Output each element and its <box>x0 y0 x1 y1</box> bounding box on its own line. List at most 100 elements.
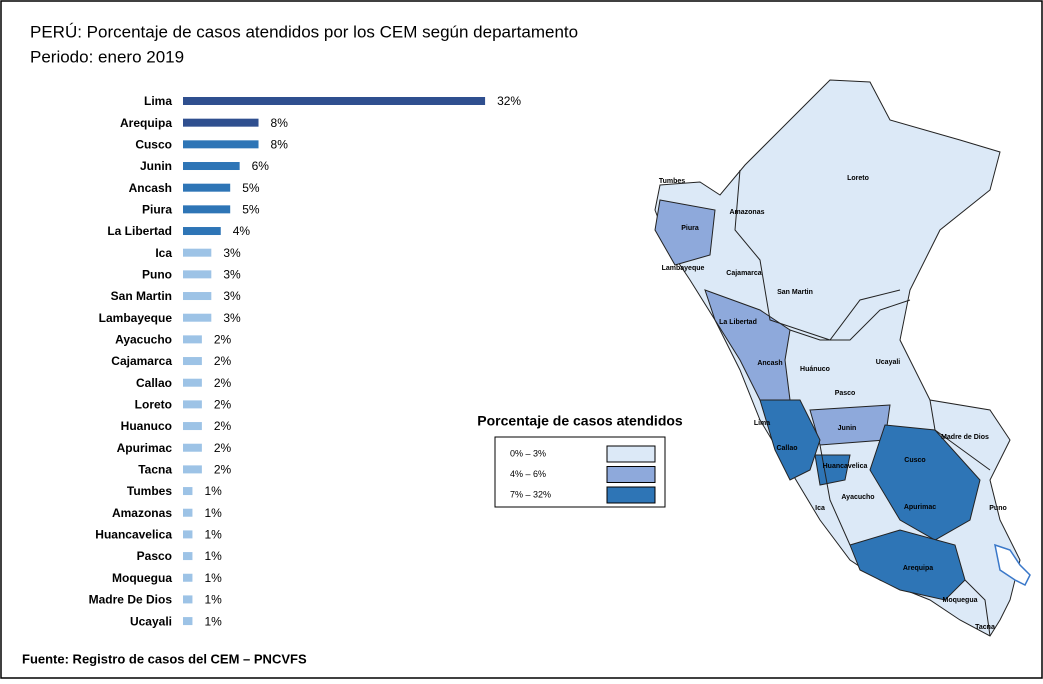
map-label: Ancash <box>757 360 782 367</box>
map-label: Piura <box>681 225 699 232</box>
value-label: 32% <box>497 94 521 108</box>
bar <box>183 617 193 626</box>
map-label: Madre de Dios <box>941 434 989 441</box>
map-label: Tacna <box>975 624 995 631</box>
value-label: 5% <box>242 181 260 195</box>
bar <box>183 378 202 387</box>
chart-title: PERÚ: Porcentaje de casos atendidos por … <box>30 22 578 41</box>
bar <box>183 313 212 322</box>
bar <box>183 552 193 561</box>
value-label: 2% <box>214 354 232 368</box>
legend-label: 0% – 3% <box>510 448 546 458</box>
map-label: Ayacucho <box>841 494 874 501</box>
lake <box>994 543 1031 587</box>
map-border <box>734 169 901 341</box>
map <box>654 79 1031 637</box>
value-label: 3% <box>223 311 241 325</box>
bar <box>183 530 193 539</box>
value-label: 8% <box>271 138 289 152</box>
map-label: Puno <box>989 505 1007 512</box>
legend-title: Porcentaje de casos atendidos <box>477 413 683 429</box>
map-region <box>759 399 821 481</box>
map-border <box>789 299 911 341</box>
category-label: La Libertad <box>107 224 172 238</box>
map-label: San Martin <box>777 289 813 296</box>
bar <box>183 595 193 604</box>
bar <box>183 270 212 279</box>
map-label: Pasco <box>835 390 856 397</box>
source: Fuente: Registro de casos del CEM – PNCV… <box>22 651 307 666</box>
category-label: Ancash <box>129 181 172 195</box>
map-border <box>964 579 991 637</box>
value-label: 3% <box>223 246 241 260</box>
category-label: Loreto <box>135 398 172 412</box>
value-label: 2% <box>214 441 232 455</box>
bar <box>183 205 231 214</box>
category-label: Huanuco <box>121 419 172 433</box>
bar <box>183 487 193 496</box>
map-label: Arequipa <box>903 565 933 572</box>
category-label: Piura <box>142 203 172 217</box>
map-label: Lima <box>754 420 770 427</box>
bar <box>183 465 202 474</box>
map-label: Lambayeque <box>662 265 705 272</box>
bar <box>183 118 259 127</box>
category-label: Lima <box>144 94 172 108</box>
category-label: Cusco <box>135 138 172 152</box>
category-label: Ucayali <box>130 614 172 628</box>
category-label: Tumbes <box>127 484 172 498</box>
category-label: Madre De Dios <box>89 593 173 607</box>
map-label: Loreto <box>847 175 869 182</box>
bar <box>183 292 212 301</box>
category-label: Cajamarca <box>111 354 172 368</box>
bar <box>183 573 193 582</box>
category-label: San Martin <box>111 289 172 303</box>
category-label: Tacna <box>138 463 172 477</box>
map-label: Callao <box>776 445 797 452</box>
bar <box>183 422 202 431</box>
legend-swatch <box>606 486 656 504</box>
value-label: 3% <box>223 268 241 282</box>
value-label: 1% <box>204 549 222 563</box>
value-label: 5% <box>242 203 260 217</box>
value-label: 2% <box>214 376 232 390</box>
bar <box>183 227 221 236</box>
bar <box>183 97 486 105</box>
map-border <box>929 399 991 471</box>
bar <box>183 183 231 192</box>
category-label: Apurimac <box>117 441 173 455</box>
category-label: Amazonas <box>112 506 172 520</box>
map-label: Huánuco <box>800 366 830 373</box>
category-label: Arequipa <box>120 116 172 130</box>
value-label: 3% <box>223 289 241 303</box>
bar <box>183 335 202 344</box>
map-region <box>814 454 851 486</box>
value-label: 6% <box>252 159 270 173</box>
value-label: 8% <box>271 116 289 130</box>
map-region <box>654 199 716 266</box>
legend-label: 7% – 32% <box>510 489 551 499</box>
value-label: 1% <box>204 484 222 498</box>
category-label: Callao <box>136 376 172 390</box>
category-label: Ica <box>155 246 172 260</box>
bar <box>183 248 212 257</box>
category-label: Lambayeque <box>99 311 173 325</box>
category-label: Huancavelica <box>95 528 172 542</box>
map-label: La Libertad <box>719 319 757 326</box>
map-label: Moquegua <box>943 597 978 604</box>
value-label: 2% <box>214 333 232 347</box>
bar <box>183 140 259 149</box>
value-label: 2% <box>214 398 232 412</box>
map-label: Ucayali <box>876 359 901 366</box>
legend-swatch <box>606 466 656 483</box>
category-label: Puno <box>142 268 172 282</box>
bar <box>183 443 202 452</box>
category-label: Junin <box>140 159 172 173</box>
map-border <box>819 444 851 546</box>
map-region <box>869 424 981 541</box>
value-label: 1% <box>204 614 222 628</box>
category-label: Ayacucho <box>115 333 172 347</box>
bar <box>183 357 202 366</box>
map-label: Huancavelica <box>823 463 868 470</box>
